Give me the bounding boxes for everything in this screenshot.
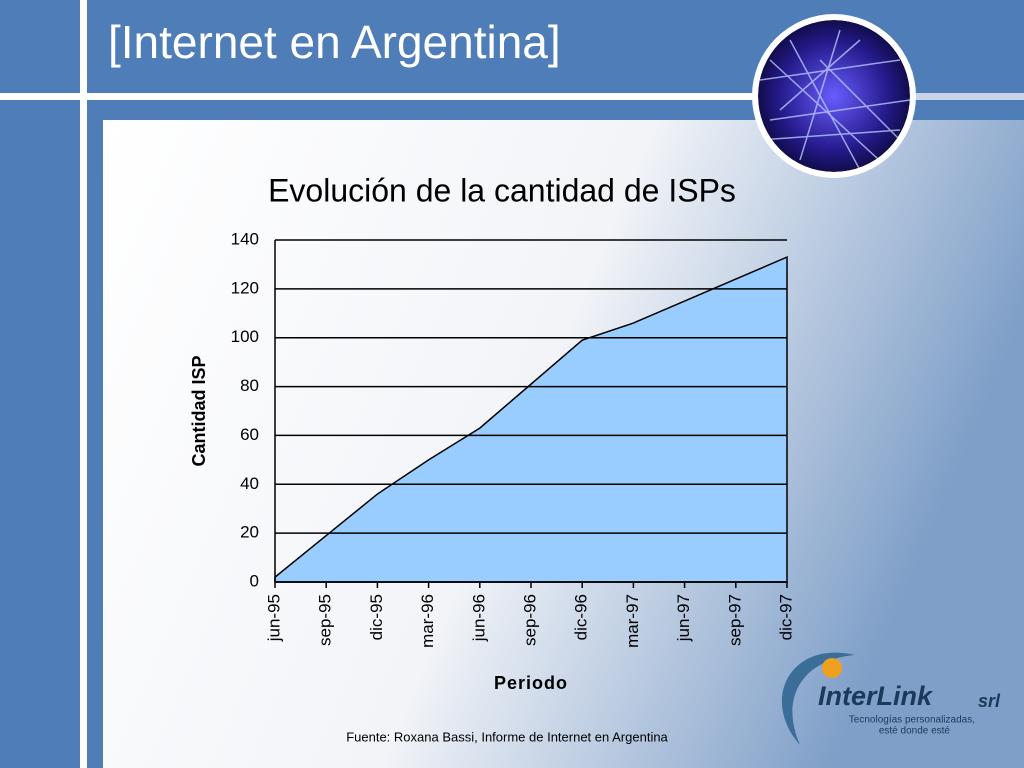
divider-horizontal-right <box>900 93 1024 100</box>
logo-tagline: esté donde esté <box>879 726 951 737</box>
network-image <box>758 20 910 172</box>
logo-dot <box>822 658 842 678</box>
source-note: Fuente: Roxana Bassi, Informe de Interne… <box>346 729 668 744</box>
x-tick-label: jun-97 <box>674 594 693 642</box>
y-axis-label: Cantidad ISP <box>189 355 209 466</box>
y-tick-label: 120 <box>231 278 259 297</box>
x-tick-label: sep-96 <box>520 594 539 646</box>
y-tick-label: 0 <box>250 571 259 590</box>
x-tick-label: sep-97 <box>725 594 744 646</box>
y-tick-label: 60 <box>240 425 259 444</box>
logo-swoosh <box>781 652 855 745</box>
plot: 0 20 40 60 80 100 120 140 jun-95 sep-95 dic-95 mar-… <box>231 229 796 647</box>
logo-tagline: Tecnologías personalizadas, <box>849 715 975 726</box>
x-axis-label: Periodo <box>494 673 568 693</box>
y-tick-label: 20 <box>240 523 259 542</box>
x-tick-label: sep-95 <box>316 594 335 646</box>
x-tick-label: mar-97 <box>623 594 642 648</box>
divider-horizontal <box>0 93 760 100</box>
y-tick-label: 100 <box>231 327 259 346</box>
logo-name: InterLink <box>818 681 934 711</box>
x-tick-label: dic-96 <box>572 594 591 640</box>
logo: InterLink srl Tecnologías personalizadas… <box>781 652 1001 745</box>
x-tick-label: jun-95 <box>264 594 283 642</box>
y-tick-label: 80 <box>240 376 259 395</box>
chart-title: Evolución de la cantidad de ISPs <box>268 172 736 208</box>
x-tick-label: mar-96 <box>418 594 437 648</box>
slide-title: [Internet en Argentina] <box>108 16 561 68</box>
divider-vertical <box>80 0 87 768</box>
y-tick-label: 140 <box>231 229 259 248</box>
y-tick-label: 40 <box>240 474 259 493</box>
x-tick-label: dic-95 <box>367 594 386 640</box>
logo-suffix: srl <box>978 691 1001 711</box>
x-tick-label: dic-97 <box>776 594 795 640</box>
x-tick-label: jun-96 <box>469 594 488 642</box>
